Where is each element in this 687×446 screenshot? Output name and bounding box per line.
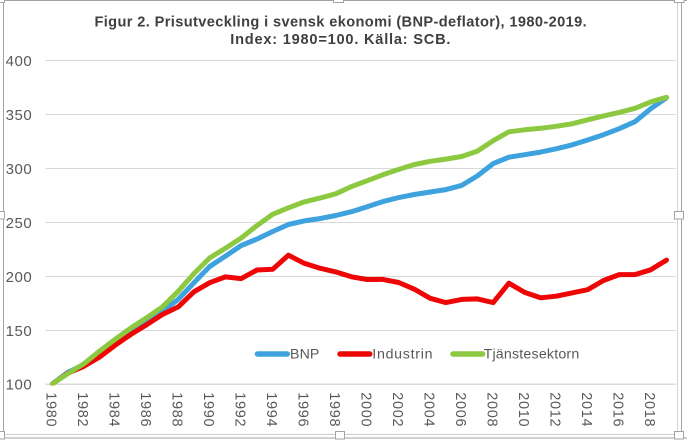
svg-text:2010: 2010 (515, 392, 531, 427)
svg-text:1998: 1998 (326, 392, 342, 427)
svg-text:1988: 1988 (169, 392, 185, 427)
svg-text:BNP: BNP (290, 347, 319, 363)
svg-text:1992: 1992 (232, 392, 248, 427)
svg-text:2014: 2014 (578, 392, 594, 427)
svg-text:1996: 1996 (295, 392, 311, 427)
svg-text:2008: 2008 (484, 392, 500, 427)
svg-text:2016: 2016 (610, 392, 626, 427)
svg-text:2002: 2002 (389, 392, 405, 427)
svg-text:2018: 2018 (641, 392, 657, 427)
svg-text:350: 350 (6, 107, 33, 124)
svg-text:2006: 2006 (452, 392, 468, 427)
svg-text:300: 300 (6, 161, 33, 178)
svg-text:Industrin: Industrin (372, 347, 433, 363)
svg-text:150: 150 (6, 323, 33, 340)
svg-text:Tjänstesektorn: Tjänstesektorn (484, 347, 580, 363)
svg-text:1990: 1990 (200, 392, 216, 427)
svg-text:2000: 2000 (358, 392, 374, 427)
svg-text:Figur 2. Prisutveckling i sven: Figur 2. Prisutveckling i svensk ekonomi… (94, 14, 587, 30)
svg-text:Index: 1980=100. Källa: SCB.: Index: 1980=100. Källa: SCB. (230, 32, 451, 48)
svg-text:1994: 1994 (263, 392, 279, 427)
svg-text:1986: 1986 (137, 392, 153, 427)
svg-text:1982: 1982 (74, 392, 90, 427)
svg-text:2004: 2004 (421, 392, 437, 427)
svg-text:400: 400 (6, 53, 33, 70)
svg-text:200: 200 (6, 269, 33, 286)
svg-text:1984: 1984 (106, 392, 122, 427)
svg-text:250: 250 (6, 215, 33, 232)
svg-text:2012: 2012 (547, 392, 563, 427)
svg-text:100: 100 (6, 376, 33, 393)
svg-text:1980: 1980 (43, 392, 59, 427)
